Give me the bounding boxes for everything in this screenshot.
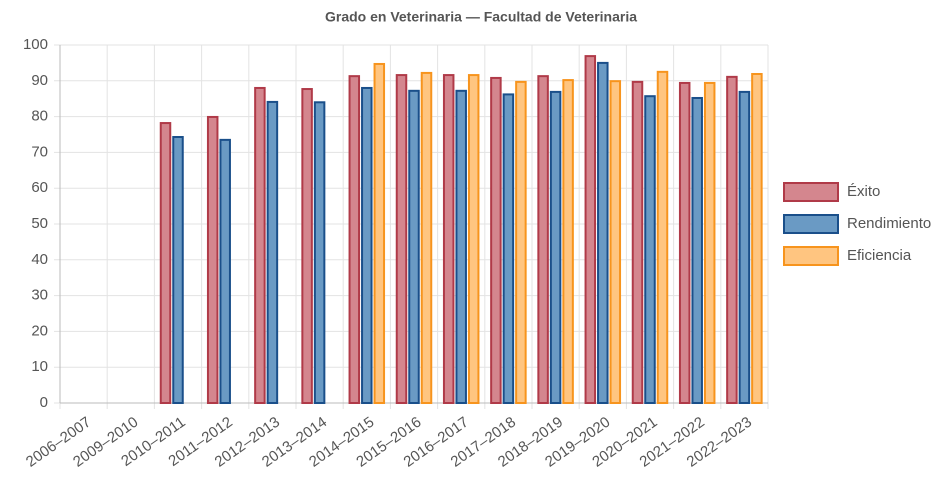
- bar: [597, 61, 609, 405]
- y-tick-label: 0: [40, 394, 48, 411]
- bar: [751, 72, 763, 405]
- legend-swatch: [783, 214, 839, 234]
- bar: [515, 80, 527, 405]
- bar: [490, 76, 502, 404]
- y-tick-label: 10: [31, 358, 48, 375]
- legend-label: Rendimiento: [847, 215, 931, 232]
- bar: [301, 88, 313, 404]
- y-tick-label: 60: [31, 179, 48, 196]
- bar: [455, 89, 467, 404]
- bar: [562, 79, 574, 404]
- bar: [395, 74, 408, 405]
- bar: [678, 81, 691, 404]
- bar: [159, 122, 172, 404]
- bar: [644, 95, 656, 404]
- y-tick-label: 50: [31, 215, 48, 232]
- y-tick-label: 20: [31, 322, 48, 339]
- bar: [691, 96, 703, 404]
- bar: [549, 90, 562, 404]
- bar: [254, 86, 266, 405]
- bar: [348, 75, 361, 405]
- bar: [442, 74, 455, 405]
- y-tick-label: 70: [31, 143, 48, 160]
- bar: [266, 100, 279, 404]
- legend-swatch: [783, 246, 839, 266]
- bar: [537, 75, 549, 405]
- y-tick-label: 40: [31, 251, 48, 268]
- y-tick-label: 100: [23, 36, 48, 53]
- bar: [726, 75, 738, 404]
- bar: [219, 138, 231, 404]
- bar: [703, 81, 716, 404]
- bar: [420, 71, 433, 404]
- bar: [738, 90, 751, 404]
- y-tick-label: 30: [31, 287, 48, 304]
- bar: [408, 89, 420, 404]
- y-tick-label: 90: [31, 72, 48, 89]
- bar: [206, 115, 219, 404]
- bar: [584, 55, 597, 405]
- bar: [313, 101, 326, 404]
- bar: [373, 62, 386, 404]
- bar: [502, 93, 515, 405]
- legend-swatch: [783, 182, 839, 202]
- bar: [656, 70, 669, 404]
- bar: [361, 86, 373, 405]
- bar: [172, 136, 184, 404]
- bar: [631, 80, 644, 405]
- bar: [609, 80, 622, 405]
- bar: [467, 74, 480, 405]
- legend-label: Eficiencia: [847, 247, 912, 264]
- chart-title: Grado en Veterinaria — Facultad de Veter…: [325, 9, 637, 25]
- y-tick-label: 80: [31, 108, 48, 125]
- legend-label: Éxito: [847, 183, 880, 200]
